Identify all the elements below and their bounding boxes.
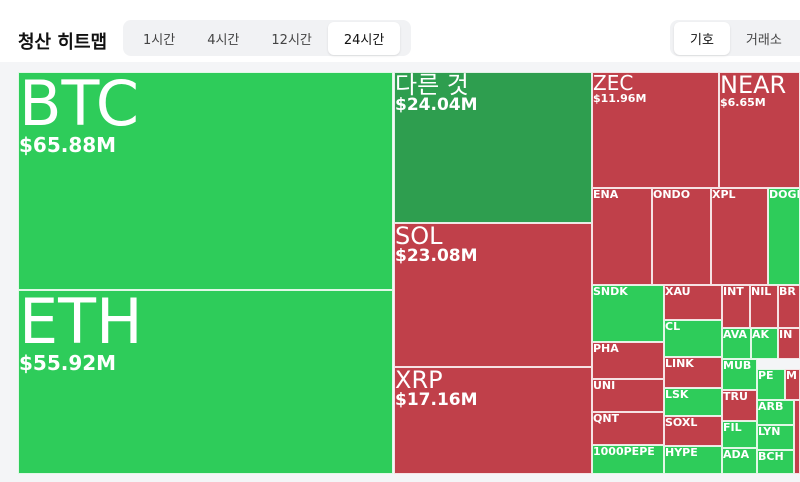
tile-name: SOL [395, 223, 443, 250]
tile: FIL [722, 421, 757, 448]
tile: ETH $55.92M [18, 290, 393, 474]
tile: UNI [592, 379, 664, 412]
tile: SOL $23.08M [394, 223, 592, 367]
tile-name: SOXL [665, 416, 698, 429]
tile: ZEC $11.96M [592, 72, 719, 188]
tab[interactable]: 기호 [674, 21, 730, 55]
tab[interactable]: 1시간 [143, 32, 176, 48]
time-tabs: 1시간 4시간 12시간 24시간 [123, 20, 411, 56]
tile: XPL [711, 188, 768, 285]
tile: QNT [592, 412, 664, 445]
tile [794, 400, 800, 474]
tile-value: $55.92M [19, 351, 117, 375]
tile-name: SNDK [593, 285, 628, 298]
tile-name: ADA [723, 448, 750, 461]
tab[interactable]: 거래소 [745, 32, 782, 48]
tile-name: MUB [723, 359, 752, 372]
tile: TRU [722, 390, 757, 421]
tile-name: BCH [758, 450, 784, 463]
heatmap: BTC $65.88M ETH $55.92M 다른 것 $24.04M SOL $23.08… [0, 62, 800, 482]
tile-name: LYN [758, 425, 781, 438]
tile-name: IN [779, 328, 793, 341]
tile: LSK [664, 388, 722, 416]
tile: ENA [592, 188, 652, 285]
tile: INT [722, 285, 750, 328]
tile-value: $17.16M [395, 390, 478, 410]
tile: SNDK [592, 285, 664, 342]
tile-name: XPL [712, 188, 736, 201]
tile-value: $11.96M [593, 92, 647, 105]
tile-name: TRU [723, 390, 748, 403]
tile: NIL [750, 285, 778, 328]
tile: XRP $17.16M [394, 367, 592, 474]
tile: LINK [664, 357, 722, 388]
tile-name: NEAR [720, 72, 787, 99]
tile: LYN [757, 425, 794, 450]
tile-name: DOGE [769, 188, 799, 201]
tile-name: AK [752, 328, 770, 341]
tile: 1000PEPE [592, 445, 664, 474]
tile-value: $65.88M [19, 133, 117, 157]
tile-name: NIL [751, 285, 772, 298]
tile-name: ENA [593, 188, 619, 201]
tile-name: M [786, 369, 797, 382]
tile-name: ZEC [593, 72, 634, 95]
tile: CL [664, 320, 722, 357]
view-tabs: 기호 거래소 [670, 20, 800, 56]
tile: ARB [757, 400, 794, 425]
tile: HYPE [664, 446, 722, 474]
tab[interactable]: 12시간 [271, 32, 312, 48]
tile: DOGE [768, 188, 800, 285]
page-title: 청산 히트맵 [18, 32, 108, 53]
tile-name: ARB [758, 400, 784, 413]
tile: NEAR $6.65M [719, 72, 800, 188]
tile-name: AVA [723, 328, 748, 341]
tile-name: PHA [593, 342, 619, 355]
tile-name: CL [665, 320, 681, 333]
tab[interactable]: 24시간 [327, 21, 401, 55]
tile: BR [778, 285, 800, 328]
tile-name: LINK [665, 357, 694, 370]
tile-name: XAU [665, 285, 691, 298]
tile-name: LSK [665, 388, 689, 401]
tile-value: $24.04M [395, 95, 478, 115]
tile-name: INT [723, 285, 744, 298]
tile-value: $6.65M [720, 96, 766, 109]
tile: M [785, 369, 800, 400]
tile: PE [757, 369, 785, 400]
tile-name: FIL [723, 421, 742, 434]
tile-name: BTC [19, 72, 140, 140]
tile: XAU [664, 285, 722, 320]
tile: 다른 것 $24.04M [394, 72, 592, 223]
tile-name: 1000PEPE [593, 445, 655, 458]
tile-name: UNI [593, 379, 616, 392]
tile-name: 다른 것 [395, 72, 469, 99]
tile-name: ETH [19, 290, 143, 358]
tile: AK [751, 328, 778, 359]
tab[interactable]: 4시간 [207, 32, 240, 48]
tile-value: $23.08M [395, 246, 478, 266]
tile: BTC $65.88M [18, 72, 393, 290]
tile-name: XRP [395, 367, 443, 394]
tile-name: BR [779, 285, 796, 298]
tile-name: PE [758, 369, 774, 382]
tile: SOXL [664, 416, 722, 446]
tile-name: ONDO [653, 188, 691, 201]
tile: AVA [722, 328, 751, 359]
tile-name: HYPE [665, 446, 698, 459]
tile: IN [778, 328, 800, 359]
tile: BCH [757, 450, 794, 474]
tile: ONDO [652, 188, 711, 285]
tile: MUB [722, 359, 757, 390]
tile-name: QNT [593, 412, 620, 425]
tile: ADA [722, 448, 757, 474]
tile: PHA [592, 342, 664, 379]
